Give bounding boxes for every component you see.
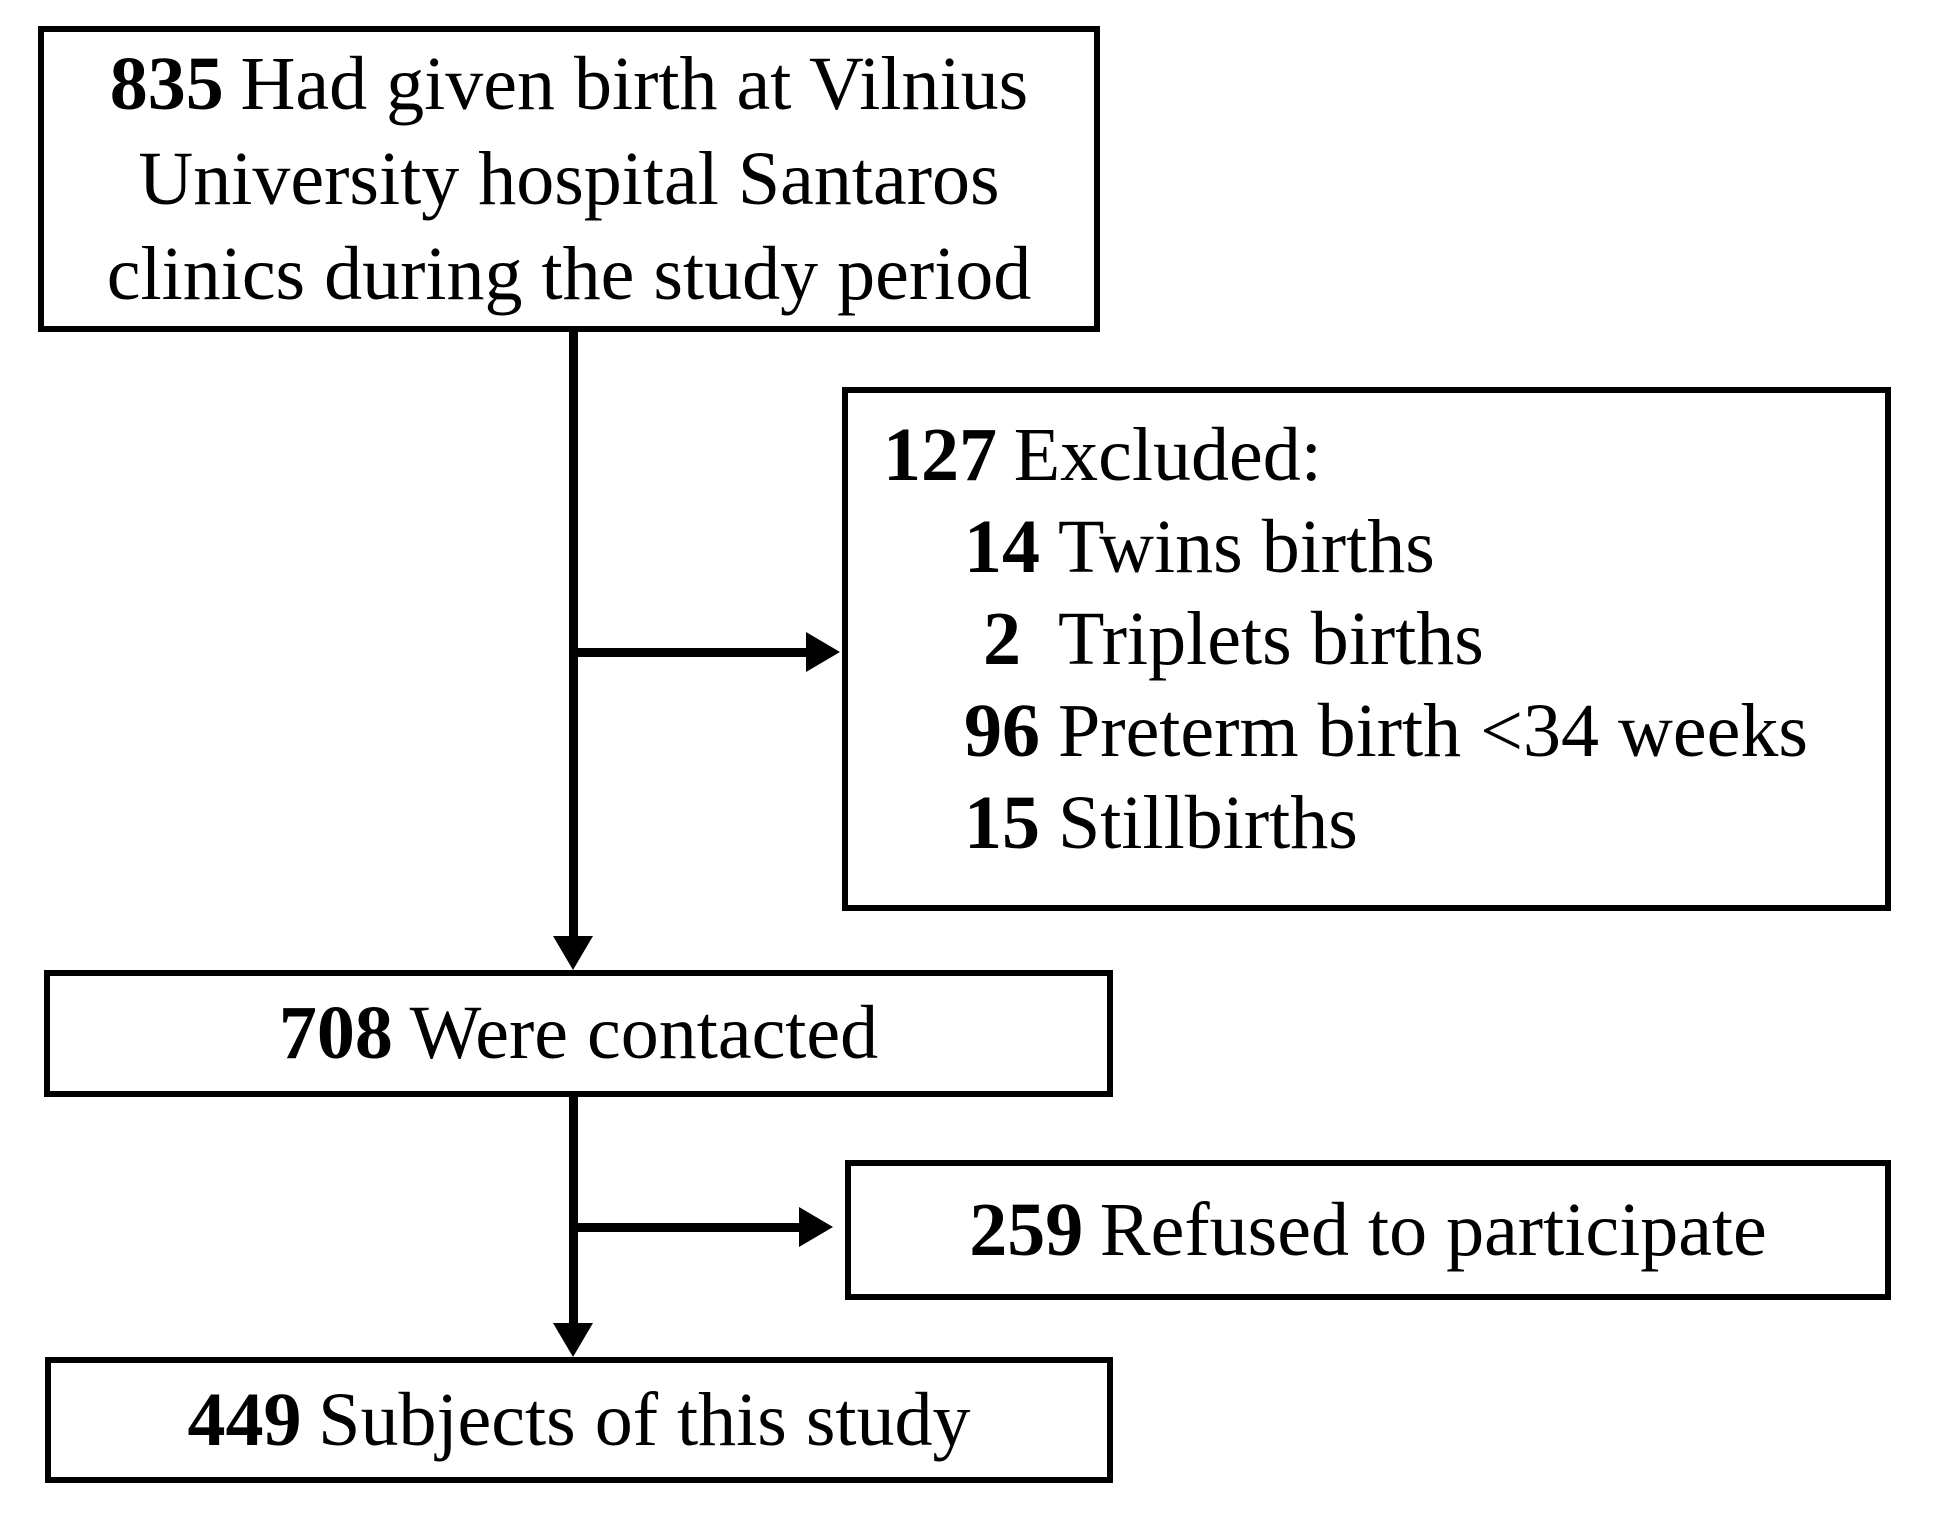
- arrowhead-down-subjects: [553, 1323, 593, 1357]
- arrowhead-right-refused: [799, 1207, 833, 1247]
- subjects-text: 449 Subjects of this study: [187, 1377, 971, 1462]
- refused-count: 259: [969, 1187, 1084, 1272]
- contacted-text: 708 Were contacted: [278, 991, 879, 1075]
- recruited-text: 835 Had given birth at Vilnius University…: [107, 37, 1032, 322]
- refused-text: 259 Refused to participate: [969, 1187, 1767, 1272]
- excluded-box: 127 Excluded: 14 Twins births 2 Triplets bi…: [842, 387, 1891, 911]
- recruited-count: 835: [109, 41, 224, 126]
- subjects-count: 449: [187, 1377, 302, 1462]
- arrowhead-down-contacted: [553, 936, 593, 970]
- contacted-box: 708 Were contacted: [44, 970, 1113, 1097]
- excluded-item-triplets: 2 Triplets births: [983, 597, 1484, 681]
- excluded-count: 127: [883, 413, 997, 497]
- subjects-box: 449 Subjects of this study: [45, 1357, 1113, 1483]
- contacted-count: 708: [278, 991, 393, 1075]
- excluded-header: 127 Excluded:: [883, 413, 1322, 497]
- excluded-item-stillbirths: 15 Stillbirths: [964, 781, 1358, 865]
- arrowhead-right-excluded: [806, 632, 840, 672]
- connector-contacted-subjects: [569, 1097, 578, 1327]
- connector-recruited-contacted: [569, 332, 578, 938]
- refused-box: 259 Refused to participate: [845, 1160, 1891, 1300]
- connector-branch-excluded: [573, 648, 806, 657]
- recruited-line-2: University hospital Santaros: [138, 136, 1000, 221]
- excluded-item-preterm: 96 Preterm birth <34 weeks: [964, 689, 1808, 773]
- connector-branch-refused: [573, 1223, 799, 1232]
- excluded-item-twins: 14 Twins births: [964, 505, 1435, 589]
- recruited-line-1: 835 Had given birth at Vilnius: [109, 41, 1029, 126]
- recruited-line-3: clinics during the study period: [106, 231, 1032, 316]
- recruited-box: 835 Had given birth at Vilnius University…: [38, 26, 1100, 332]
